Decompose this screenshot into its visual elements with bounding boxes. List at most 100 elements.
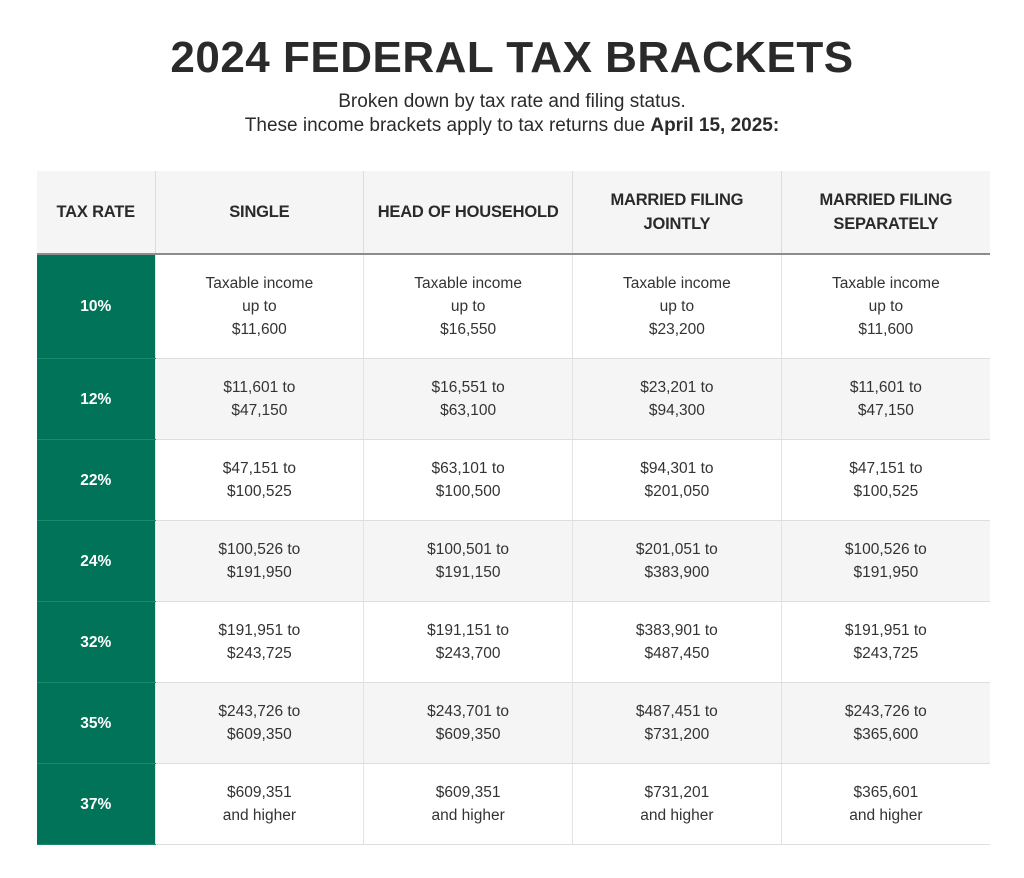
tax-brackets-table: TAX RATE SINGLE HEAD OF HOUSEHOLD MARRIE… bbox=[37, 171, 990, 845]
head-of-household-cell: $16,551 to $63,100 bbox=[363, 358, 573, 440]
cell-line: $47,150 bbox=[857, 402, 914, 419]
cell-line: $191,151 to bbox=[427, 622, 510, 639]
cell-line: $731,200 bbox=[644, 726, 710, 743]
cell-line: $243,725 bbox=[853, 645, 919, 662]
cell-line: $63,100 bbox=[440, 402, 497, 419]
column-header-tax-rate: TAX RATE bbox=[37, 171, 155, 255]
married-jointly-cell: Taxable income up to $23,200 bbox=[572, 254, 782, 359]
cell-line: Taxable income bbox=[832, 275, 940, 292]
cell-line: $100,525 bbox=[853, 483, 919, 500]
cell-line: $47,151 to bbox=[849, 460, 923, 477]
married-jointly-cell: $23,201 to $94,300 bbox=[572, 358, 782, 440]
table-body: 10% Taxable income up to $11,600 Taxable… bbox=[37, 254, 990, 845]
cell-line: $16,551 to bbox=[431, 379, 505, 396]
cell-line: and higher bbox=[849, 807, 923, 824]
cell-line: $16,550 bbox=[440, 321, 497, 338]
tax-rate-cell: 37% bbox=[37, 763, 155, 845]
cell-line: up to bbox=[242, 298, 277, 315]
cell-line: $609,351 bbox=[435, 784, 501, 801]
table-row: 35% $243,726 to $609,350 $243,701 to $60… bbox=[37, 682, 990, 764]
tax-rate-cell: 12% bbox=[37, 358, 155, 440]
cell-line: $487,450 bbox=[644, 645, 710, 662]
cell-line: $11,601 to bbox=[223, 379, 296, 396]
column-header-head-of-household: HEAD OF HOUSEHOLD bbox=[363, 171, 573, 255]
tax-rate-cell: 35% bbox=[37, 682, 155, 764]
single-cell: Taxable income up to $11,600 bbox=[154, 254, 364, 359]
table-header: TAX RATE SINGLE HEAD OF HOUSEHOLD MARRIE… bbox=[37, 171, 990, 255]
table-row: 32% $191,951 to $243,725 $191,151 to $24… bbox=[37, 601, 990, 683]
married-separately-cell: $191,951 to $243,725 bbox=[780, 601, 990, 683]
cell-line: $365,601 bbox=[853, 784, 919, 801]
head-of-household-cell: $100,501 to $191,150 bbox=[363, 520, 573, 602]
header-row: TAX RATE SINGLE HEAD OF HOUSEHOLD MARRIE… bbox=[37, 171, 990, 255]
cell-line: $201,050 bbox=[644, 483, 710, 500]
cell-line: and higher bbox=[431, 807, 505, 824]
cell-line: $243,701 to bbox=[427, 703, 510, 720]
head-of-household-cell: $609,351 and higher bbox=[363, 763, 573, 845]
cell-line: and higher bbox=[222, 807, 296, 824]
cell-line: $365,600 bbox=[853, 726, 919, 743]
cell-line: up to bbox=[450, 298, 486, 315]
cell-line: $94,300 bbox=[648, 402, 705, 419]
tax-rate-cell: 22% bbox=[37, 439, 155, 521]
table-row: 24% $100,526 to $191,950 $100,501 to $19… bbox=[37, 520, 990, 602]
cell-line: $47,151 to bbox=[222, 460, 296, 477]
cell-line: $11,600 bbox=[858, 321, 914, 338]
cell-line: $487,451 to bbox=[635, 703, 718, 720]
married-jointly-cell: $731,201 and higher bbox=[572, 763, 782, 845]
cell-line: up to bbox=[868, 298, 904, 315]
cell-line: Taxable income bbox=[414, 275, 522, 292]
cell-line: $243,700 bbox=[435, 645, 501, 662]
table-row: 12% $11,601 to $47,150 $16,551 to $63,10… bbox=[37, 358, 990, 440]
cell-line: Taxable income bbox=[623, 275, 731, 292]
cell-line: $243,726 to bbox=[218, 703, 301, 720]
married-separately-cell: $365,601 and higher bbox=[780, 763, 990, 845]
cell-line: $94,301 to bbox=[640, 460, 714, 477]
married-jointly-cell: $487,451 to $731,200 bbox=[572, 682, 782, 764]
column-header-married-jointly: MARRIED FILING JOINTLY bbox=[572, 171, 782, 255]
head-of-household-cell: $243,701 to $609,350 bbox=[363, 682, 573, 764]
cell-line: $191,950 bbox=[853, 564, 919, 581]
cell-line: $11,601 to bbox=[849, 379, 922, 396]
single-cell: $11,601 to $47,150 bbox=[154, 358, 364, 440]
cell-line: $191,950 bbox=[227, 564, 292, 581]
cell-line: up to bbox=[659, 298, 695, 315]
cell-line: $383,900 bbox=[644, 564, 710, 581]
cell-line: $191,150 bbox=[435, 564, 501, 581]
cell-line: Taxable income bbox=[205, 275, 314, 292]
cell-line: $383,901 to bbox=[635, 622, 718, 639]
tax-rate-cell: 32% bbox=[37, 601, 155, 683]
table-row: 22% $47,151 to $100,525 $63,101 to $100,… bbox=[37, 439, 990, 521]
subtitle-line-1: Broken down by tax rate and filing statu… bbox=[338, 91, 686, 112]
page-title: 2024 FEDERAL TAX BRACKETS bbox=[170, 33, 854, 82]
cell-line: $23,201 to bbox=[640, 379, 714, 396]
due-date: April 15, 2025: bbox=[650, 115, 780, 136]
cell-line: $609,350 bbox=[227, 726, 292, 743]
subtitle-line-2: These income brackets apply to tax retur… bbox=[0, 114, 1024, 138]
page-subtitle: Broken down by tax rate and filing statu… bbox=[0, 90, 1024, 138]
column-header-single: SINGLE bbox=[154, 171, 364, 255]
married-separately-cell: $100,526 to $191,950 bbox=[780, 520, 990, 602]
single-cell: $100,526 to $191,950 bbox=[154, 520, 364, 602]
cell-line: $609,350 bbox=[435, 726, 501, 743]
single-cell: $609,351 and higher bbox=[154, 763, 364, 845]
cell-line: $243,726 to bbox=[844, 703, 927, 720]
head-of-household-cell: $191,151 to $243,700 bbox=[363, 601, 573, 683]
single-cell: $47,151 to $100,525 bbox=[154, 439, 364, 521]
subtitle-line-2-text: These income brackets apply to tax retur… bbox=[244, 115, 646, 136]
cell-line: $100,501 to bbox=[427, 541, 510, 558]
single-cell: $191,951 to $243,725 bbox=[154, 601, 364, 683]
tax-rate-cell: 10% bbox=[37, 254, 155, 359]
cell-line: $63,101 to bbox=[431, 460, 505, 477]
cell-line: $243,725 bbox=[227, 645, 292, 662]
cell-line: $100,500 bbox=[435, 483, 501, 500]
married-jointly-cell: $201,051 to $383,900 bbox=[572, 520, 782, 602]
head-of-household-cell: Taxable income up to $16,550 bbox=[363, 254, 573, 359]
cell-line: $100,526 to bbox=[218, 541, 301, 558]
married-separately-cell: $11,601 to $47,150 bbox=[780, 358, 990, 440]
cell-line: and higher bbox=[640, 807, 714, 824]
head-of-household-cell: $63,101 to $100,500 bbox=[363, 439, 573, 521]
cell-line: $100,525 bbox=[227, 483, 292, 500]
cell-line: $11,600 bbox=[231, 321, 287, 338]
table-row: 37% $609,351 and higher $609,351 and hig… bbox=[37, 763, 990, 845]
